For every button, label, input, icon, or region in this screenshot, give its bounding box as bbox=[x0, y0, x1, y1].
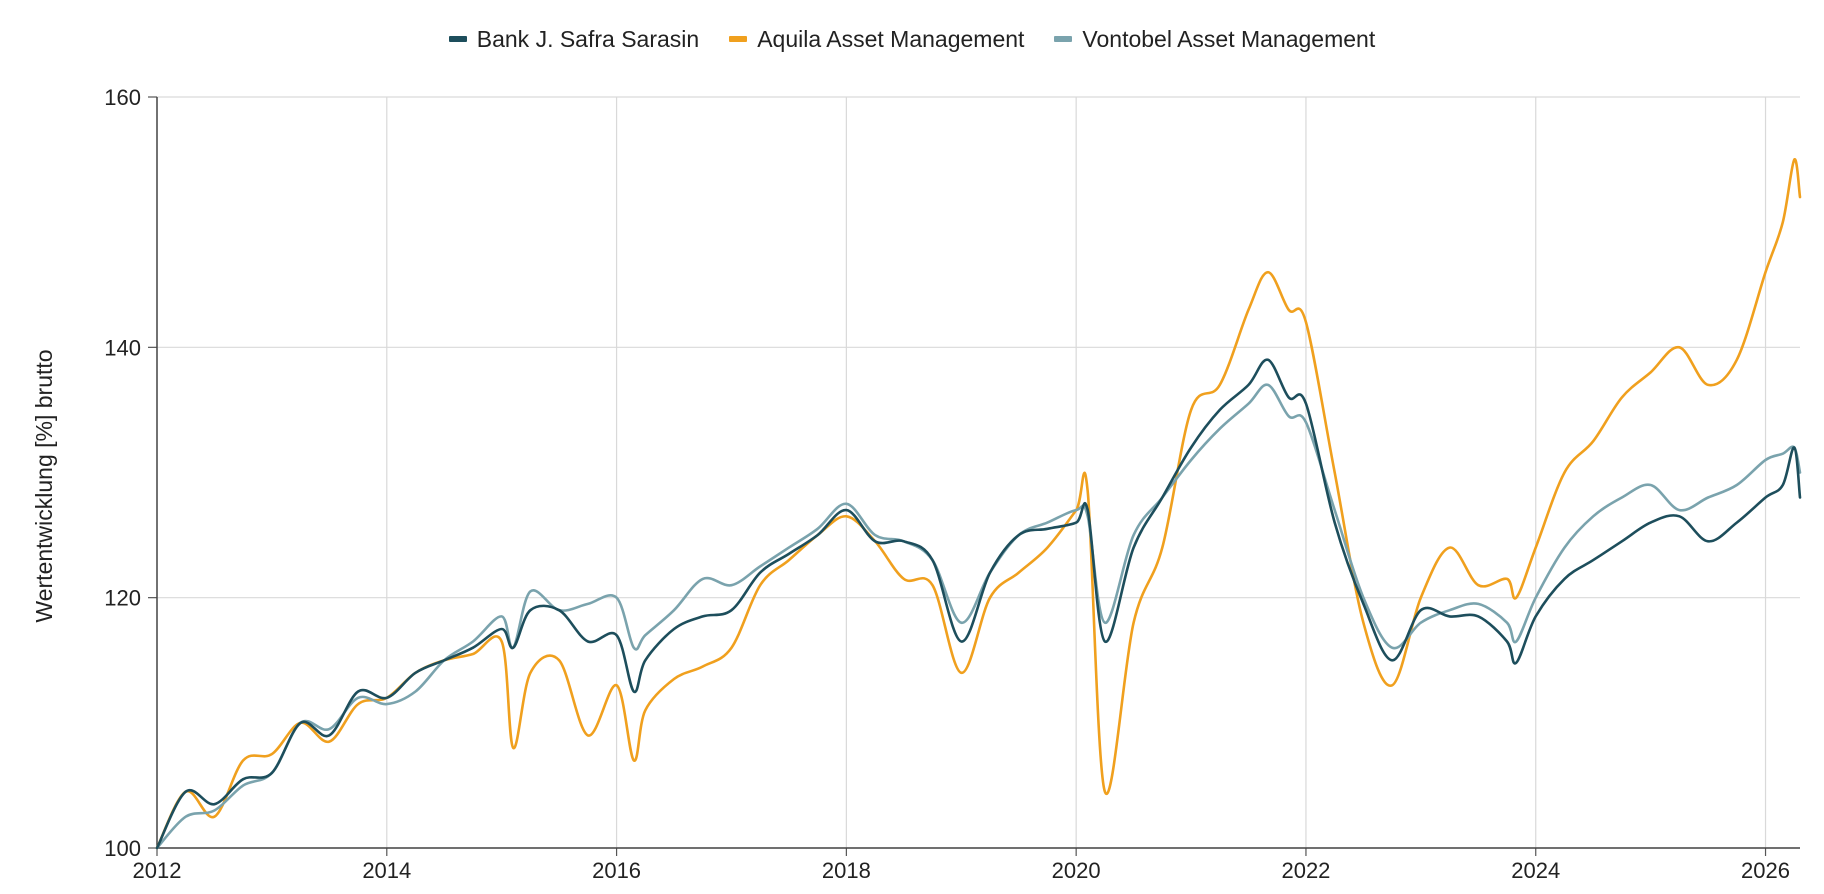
legend-item-series-2: Aquila Asset Management bbox=[729, 26, 1024, 53]
legend-swatch-series-3 bbox=[1054, 36, 1073, 42]
x-tick-label-1: 2014 bbox=[362, 858, 411, 883]
series-lines bbox=[155, 158, 1802, 850]
x-tick-label-7: 2026 bbox=[1741, 858, 1790, 883]
y-tick-label-1: 120 bbox=[104, 586, 141, 611]
series-line-2 bbox=[155, 158, 1802, 850]
x-tick-label-3: 2018 bbox=[822, 858, 871, 883]
legend-label-series-3: Vontobel Asset Management bbox=[1082, 25, 1376, 52]
legend-swatch-series-2 bbox=[729, 36, 748, 42]
legend-item-series-3: Vontobel Asset Management bbox=[1054, 26, 1375, 53]
axes bbox=[148, 96, 1800, 856]
y-axis-label: Wertentwicklung [%] brutto bbox=[31, 349, 57, 622]
legend-label-series-2: Aquila Asset Management bbox=[757, 25, 1025, 52]
grid-lines bbox=[157, 96, 1800, 849]
x-tick-label-4: 2020 bbox=[1052, 858, 1101, 883]
legend-swatch-series-1 bbox=[448, 36, 467, 42]
y-tick-label-0: 100 bbox=[104, 836, 141, 861]
legend-item-series-1: Bank J. Safra Sarasin bbox=[448, 25, 700, 53]
y-tick-label-2: 140 bbox=[104, 335, 141, 360]
chart-legend: Bank J. Safra Sarasin Aquila Asset Manag… bbox=[0, 22, 1824, 56]
legend-label-series-1: Bank J. Safra Sarasin bbox=[476, 25, 700, 52]
x-tick-label-5: 2022 bbox=[1281, 858, 1330, 883]
x-tick-label-6: 2024 bbox=[1511, 858, 1560, 883]
x-tick-label-0: 2012 bbox=[133, 858, 182, 883]
series-line-3 bbox=[155, 383, 1802, 850]
series-line-1 bbox=[155, 358, 1802, 850]
x-tick-label-2: 2016 bbox=[592, 858, 641, 883]
y-tick-label-3: 160 bbox=[104, 85, 141, 110]
tick-labels: 100 120 140 160 2012 2014 2016 2018 2020 2022 2024… bbox=[104, 85, 1790, 883]
